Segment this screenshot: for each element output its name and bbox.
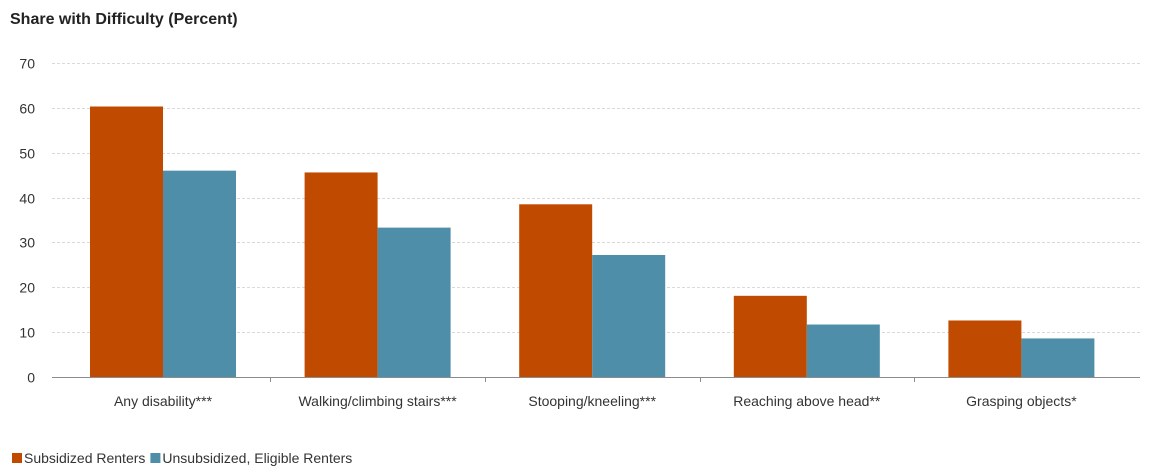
legend-label: Unsubsidized, Eligible Renters: [162, 450, 352, 466]
legend: Subsidized Renters Unsubsidized, Eligible…: [12, 450, 352, 466]
x-axis-ticks: [270, 377, 915, 382]
bars: [90, 106, 1095, 378]
bar-subsidized: [948, 320, 1022, 377]
y-tick-label: 50: [19, 146, 35, 162]
category-labels: Any disability*** Walking/climbing stairs…: [114, 393, 1077, 409]
category-label: Reaching above head**: [733, 393, 881, 409]
y-axis-ticks: 0 10 20 30 40 50 60 70: [19, 56, 35, 386]
legend-swatch: [12, 453, 22, 463]
bar-unsubsidized: [163, 170, 236, 377]
y-tick-label: 60: [19, 101, 35, 117]
y-tick-label: 0: [27, 370, 35, 386]
y-tick-label: 70: [19, 56, 35, 72]
y-tick-label: 10: [19, 325, 35, 341]
category-label: Grasping objects*: [966, 393, 1077, 409]
y-tick-label: 20: [19, 280, 35, 296]
bar-subsidized: [90, 106, 163, 378]
bar-subsidized: [733, 295, 807, 377]
chart-title: Share with Difficulty (Percent): [10, 11, 238, 28]
bar-subsidized: [519, 204, 593, 377]
category-label: Stooping/kneeling***: [528, 393, 656, 409]
bar-unsubsidized: [377, 227, 451, 377]
bar-subsidized: [304, 172, 378, 377]
y-tick-label: 40: [19, 191, 35, 207]
bar-unsubsidized: [806, 324, 880, 377]
bar-unsubsidized: [1021, 338, 1095, 377]
bar-unsubsidized: [592, 254, 666, 377]
legend-label: Subsidized Renters: [24, 450, 145, 466]
category-label: Any disability***: [114, 393, 213, 409]
category-label: Walking/climbing stairs***: [298, 393, 457, 409]
legend-swatch: [150, 453, 161, 463]
y-tick-label: 30: [19, 235, 35, 251]
